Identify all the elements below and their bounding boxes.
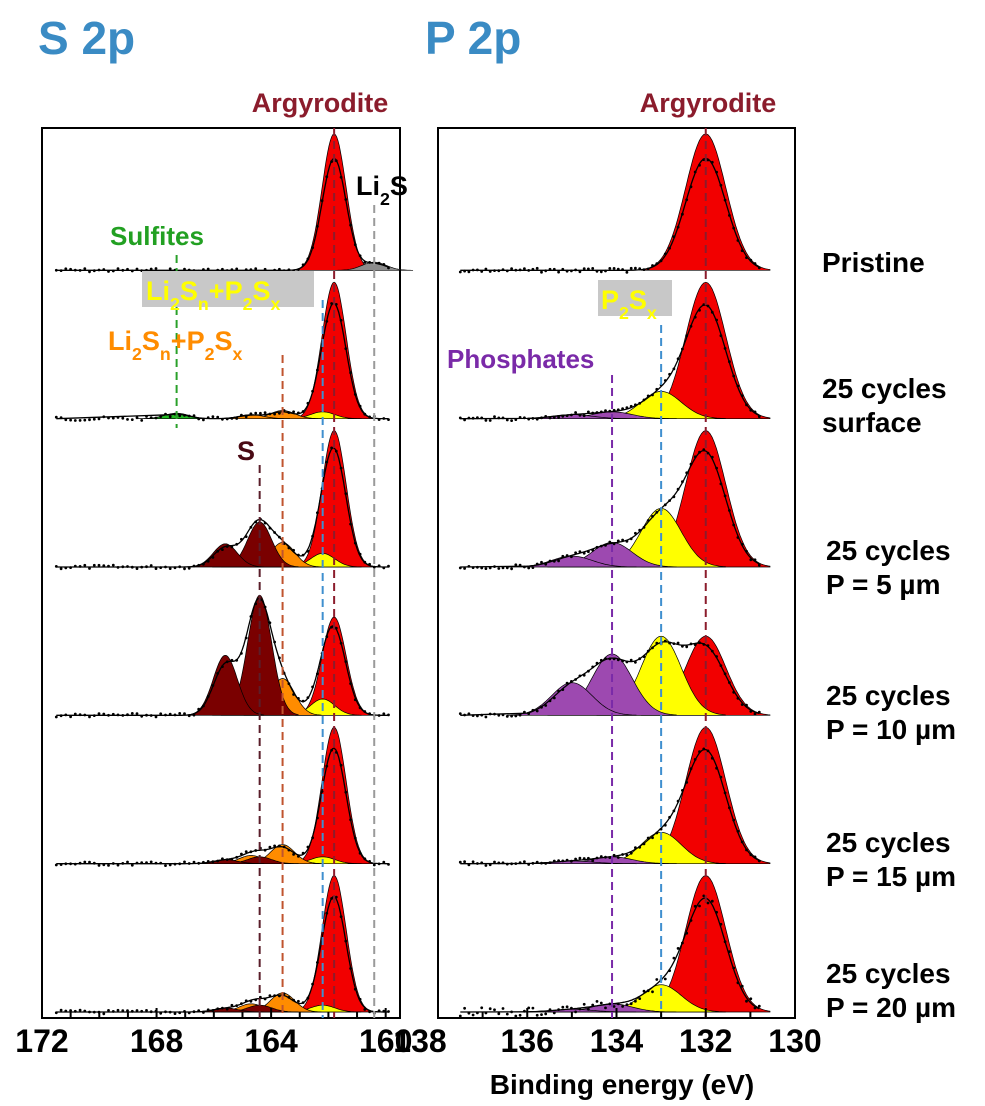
spectrum-row-1 — [54, 133, 414, 274]
sample-label: Pristine — [822, 247, 925, 278]
label-highlight-box — [598, 280, 672, 316]
sample-label: P = 20 µm — [826, 992, 956, 1023]
sample-label: P = 10 µm — [826, 714, 956, 745]
spectrum-row-3 — [54, 430, 390, 571]
phosphates-label: Phosphates — [447, 344, 594, 374]
x-tick-label: 172 — [15, 1023, 68, 1059]
spectrum-row-4 — [458, 635, 771, 719]
fit-envelope — [460, 897, 760, 1013]
spectrum-row-5 — [54, 726, 390, 867]
p2sx-label: P2Sx — [601, 285, 657, 323]
spectrum-row-6 — [458, 875, 771, 1018]
sample-label: 25 cycles — [826, 535, 951, 566]
label-highlight-box — [142, 271, 314, 307]
li2sn-p2sx-orange-label: Li2Sn+P2Sx — [108, 326, 243, 364]
spectrum-row-3 — [458, 430, 771, 571]
s2p-title: S 2p — [38, 12, 135, 64]
sample-label: P = 15 µm — [826, 861, 956, 892]
spectrum-row-6 — [54, 875, 390, 1016]
x-tick-label: 168 — [130, 1023, 183, 1059]
fit-envelope — [460, 304, 760, 420]
x-tick-label: 132 — [679, 1023, 732, 1059]
sample-label: P = 5 µm — [826, 569, 940, 600]
s-label: S — [237, 436, 255, 466]
fit-envelope — [460, 450, 760, 568]
x-axis-label: Binding energy (eV) — [490, 1069, 754, 1100]
sample-label: 25 cycles — [826, 827, 951, 858]
spectrum-row-4 — [54, 594, 390, 719]
annotation-layer: S 2p P 2p Argyrodite Argyrodite Li2S Sulfites… — [38, 12, 956, 1100]
spectrum-row-5 — [458, 726, 771, 867]
x-tick-label: 130 — [768, 1023, 821, 1059]
x-tick-label: 160 — [359, 1023, 412, 1059]
x-tick-label: 138 — [393, 1023, 446, 1059]
x-tick-label: 136 — [501, 1023, 554, 1059]
li2sn-p2sx-yellow-label: Li2Sn+P2Sx — [146, 276, 281, 314]
p2p-title: P 2p — [425, 12, 521, 64]
argyrodite-label-p: Argyrodite — [640, 88, 777, 118]
sample-label: 25 cycles — [826, 680, 951, 711]
spectrum-row-1 — [458, 133, 771, 274]
x-tick-label: 164 — [244, 1023, 298, 1059]
li2s-label: Li2S — [356, 171, 408, 209]
argyrodite-label-s: Argyrodite — [252, 88, 389, 118]
sample-label: 25 cycles — [822, 373, 947, 404]
x-tick-label: 134 — [590, 1023, 644, 1059]
sample-label: 25 cycles — [826, 958, 951, 989]
s2p-panel: 172 168 164 160 — [15, 127, 414, 1059]
plot-frame — [41, 127, 401, 1019]
sulfites-label: Sulfites — [110, 221, 204, 251]
p2p-panel: 136 134 132 130 138 — [393, 127, 822, 1059]
sample-label: surface — [822, 407, 922, 438]
